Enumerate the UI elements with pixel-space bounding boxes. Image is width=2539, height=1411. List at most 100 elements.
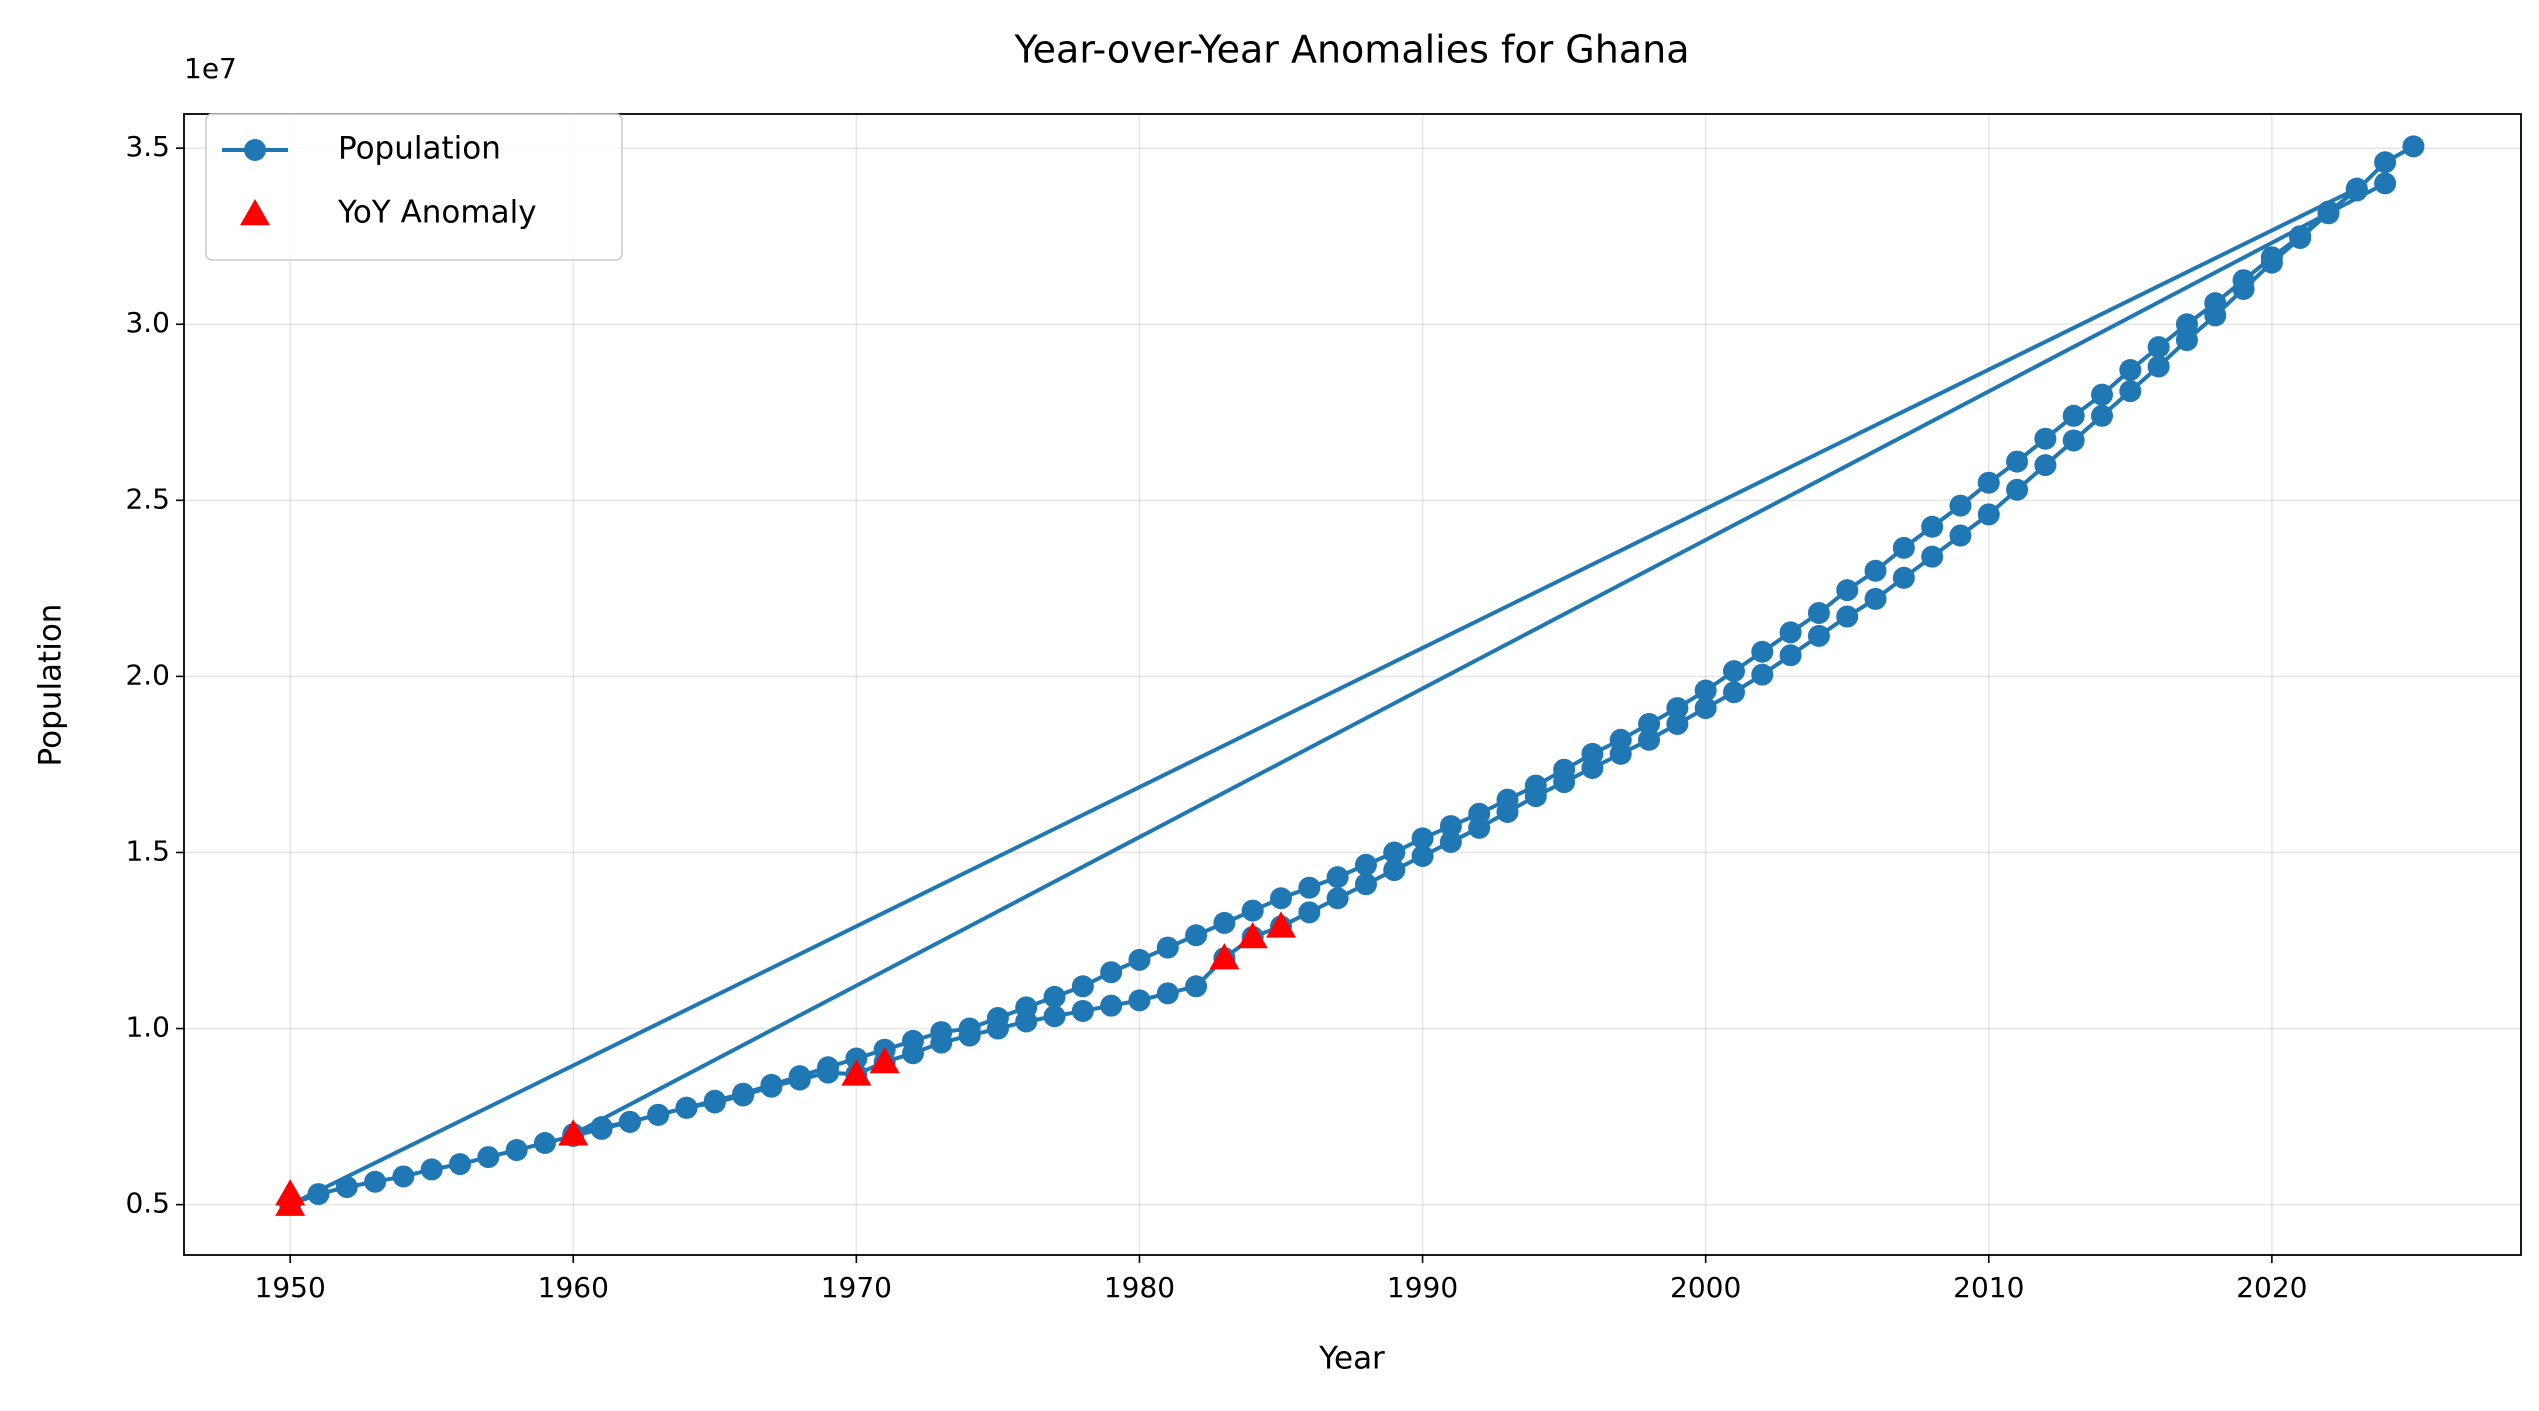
point-marker: [1751, 663, 1774, 686]
point-marker: [788, 1065, 811, 1088]
point-marker: [1411, 845, 1434, 868]
point-marker: [2147, 336, 2170, 359]
point-marker: [1128, 948, 1151, 971]
y-tick-label: 1.0: [125, 1011, 170, 1044]
y-axis-label: Population: [33, 604, 69, 767]
anomaly-marker: [841, 1059, 872, 1086]
point-marker: [1383, 859, 1406, 882]
point-marker: [1892, 566, 1915, 589]
point-marker: [2402, 135, 2425, 158]
point-marker: [1241, 899, 1264, 922]
point-marker: [590, 1117, 613, 1140]
point-marker: [2006, 450, 2029, 473]
point-marker: [307, 1183, 330, 1206]
point-marker: [1864, 587, 1887, 610]
point-marker: [1298, 901, 1321, 924]
point-marker: [533, 1132, 556, 1155]
anomaly-marker: [275, 1179, 306, 1206]
point-marker: [2062, 429, 2085, 452]
x-tick-label: 1960: [538, 1271, 609, 1304]
point-marker: [1326, 887, 1349, 910]
plot-area: [275, 135, 2425, 1216]
point-marker: [335, 1176, 358, 1199]
anomaly-marker: [1209, 943, 1240, 970]
point-marker: [1751, 640, 1774, 663]
point-marker: [1553, 758, 1576, 781]
y-tick-label: 3.5: [125, 130, 170, 163]
point-marker: [2289, 225, 2312, 248]
x-tick-label: 2020: [2236, 1271, 2307, 1304]
x-tick-label: 1980: [1104, 1271, 1175, 1304]
point-marker: [845, 1047, 868, 1070]
point-marker: [1156, 982, 1179, 1005]
point-marker: [1722, 660, 1745, 683]
point-marker: [1071, 975, 1094, 998]
point-marker: [2034, 427, 2057, 450]
point-marker: [1949, 524, 1972, 547]
point-marker: [1779, 621, 1802, 644]
x-axis-label: Year: [1318, 1341, 1385, 1377]
point-marker: [1807, 624, 1830, 647]
x-tick-label: 1950: [255, 1271, 326, 1304]
point-marker: [1043, 985, 1066, 1008]
legend-box: [205, 113, 623, 261]
point-marker: [1043, 1005, 1066, 1028]
point-marker: [1439, 830, 1462, 853]
point-marker: [958, 1017, 981, 1040]
point-marker: [901, 1029, 924, 1052]
point-marker: [1468, 802, 1491, 825]
point-marker: [477, 1146, 500, 1169]
y-tick-label: 2.5: [125, 482, 170, 515]
point-marker: [1807, 602, 1830, 625]
point-marker: [1666, 712, 1689, 735]
point-marker: [1100, 994, 1123, 1017]
anomaly-marker: [1237, 921, 1268, 949]
point-marker: [2345, 179, 2368, 202]
point-marker: [1156, 936, 1179, 959]
point-marker: [2034, 454, 2057, 477]
legend-label: YoY Anomaly: [337, 195, 537, 231]
axes-frame: [183, 113, 2522, 1256]
point-marker: [2147, 355, 2170, 378]
x-tick-label: 1990: [1387, 1271, 1458, 1304]
point-marker: [1298, 876, 1321, 899]
legend-marker: [244, 139, 266, 161]
point-marker: [2062, 404, 2085, 427]
point-marker: [1128, 989, 1151, 1012]
point-marker: [1638, 712, 1661, 735]
point-marker: [2374, 151, 2397, 174]
point-marker: [2175, 313, 2198, 336]
y-tick-label: 0.5: [125, 1187, 170, 1220]
point-marker: [1326, 866, 1349, 889]
point-marker: [1100, 961, 1123, 984]
x-tick-label: 2000: [1670, 1271, 1741, 1304]
y-tick-label: 3.0: [125, 306, 170, 339]
point-marker: [1977, 503, 2000, 526]
point-marker: [1921, 515, 1944, 538]
point-marker: [1213, 911, 1236, 934]
point-marker: [1581, 742, 1604, 765]
point-marker: [1977, 471, 2000, 494]
point-marker: [364, 1170, 387, 1193]
point-marker: [1354, 853, 1377, 876]
point-marker: [2175, 329, 2198, 352]
point-marker: [1892, 536, 1915, 559]
point-marker: [1694, 697, 1717, 720]
anomaly-marker: [869, 1047, 900, 1074]
x-tick-label: 1970: [821, 1271, 892, 1304]
point-marker: [817, 1056, 840, 1079]
point-marker: [1921, 545, 1944, 568]
point-marker: [647, 1103, 670, 1126]
point-marker: [1354, 873, 1377, 896]
point-marker: [1185, 975, 1208, 998]
point-marker: [2204, 292, 2227, 315]
point-marker: [2232, 269, 2255, 292]
point-marker: [1496, 788, 1519, 811]
point-marker: [1185, 924, 1208, 947]
point-marker: [1836, 579, 1859, 602]
point-marker: [930, 1021, 953, 1044]
point-marker: [1270, 887, 1293, 910]
point-marker: [1638, 728, 1661, 751]
point-marker: [1864, 559, 1887, 582]
point-marker: [1411, 827, 1434, 850]
